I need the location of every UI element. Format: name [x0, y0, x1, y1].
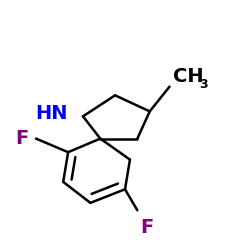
Text: HN: HN [36, 104, 68, 123]
Text: 3: 3 [199, 78, 208, 91]
Text: F: F [140, 218, 153, 237]
Text: CH: CH [173, 67, 204, 86]
Text: F: F [15, 129, 28, 148]
